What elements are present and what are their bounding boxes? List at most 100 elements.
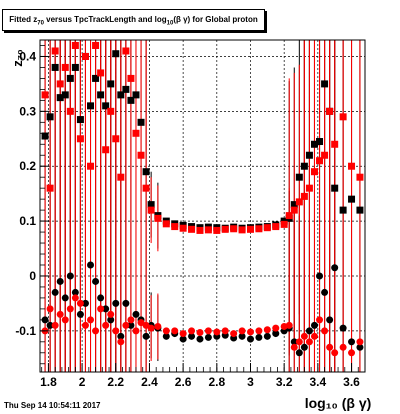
data-point-circle bbox=[348, 338, 356, 346]
data-point-square bbox=[107, 107, 115, 115]
data-point-square bbox=[300, 162, 308, 170]
data-markers bbox=[41, 41, 364, 357]
data-point-circle bbox=[300, 343, 308, 351]
data-point-square bbox=[71, 41, 79, 49]
data-point-square bbox=[51, 63, 59, 71]
data-point-square bbox=[238, 226, 246, 234]
data-point-square bbox=[356, 206, 364, 214]
data-point-square bbox=[316, 157, 324, 165]
x-axis-title: log₁₀ (β γ) bbox=[305, 395, 372, 411]
data-point-square bbox=[280, 220, 288, 228]
data-point-circle bbox=[41, 316, 49, 324]
data-point-circle bbox=[339, 324, 347, 332]
data-point-circle bbox=[305, 338, 313, 346]
data-point-circle bbox=[310, 321, 318, 329]
y-tick-label: 0 bbox=[29, 269, 36, 283]
data-point-circle bbox=[310, 332, 318, 340]
data-point-circle bbox=[147, 324, 155, 332]
data-point-square bbox=[137, 118, 145, 126]
data-point-square bbox=[66, 107, 74, 115]
data-point-circle bbox=[92, 327, 100, 335]
data-point-circle bbox=[196, 328, 204, 336]
data-point-square bbox=[272, 223, 280, 231]
data-point-square bbox=[97, 91, 105, 99]
data-point-circle bbox=[71, 288, 79, 296]
data-point-circle bbox=[56, 277, 64, 285]
data-point-circle bbox=[326, 343, 334, 351]
x-tick-label: 2.4 bbox=[141, 375, 158, 389]
data-point-square bbox=[154, 214, 162, 222]
data-point-circle bbox=[107, 316, 115, 324]
data-point-circle bbox=[331, 349, 339, 357]
data-point-circle bbox=[230, 330, 238, 338]
data-point-circle bbox=[290, 338, 298, 346]
data-point-circle bbox=[97, 294, 105, 302]
x-tick-label: 2.2 bbox=[107, 375, 124, 389]
data-point-circle bbox=[348, 349, 356, 357]
x-tick-label: 3.4 bbox=[310, 375, 327, 389]
data-point-circle bbox=[117, 332, 125, 340]
data-point-circle bbox=[321, 327, 329, 335]
data-point-circle bbox=[81, 321, 89, 329]
data-point-circle bbox=[305, 327, 313, 335]
data-point-square bbox=[295, 173, 303, 181]
data-point-circle bbox=[97, 305, 105, 313]
data-point-square bbox=[87, 102, 95, 110]
data-point-circle bbox=[204, 327, 212, 335]
data-point-square bbox=[122, 47, 130, 55]
data-point-square bbox=[102, 146, 110, 154]
data-point-circle bbox=[162, 327, 170, 335]
data-point-square bbox=[310, 168, 318, 176]
data-point-square bbox=[331, 184, 339, 192]
data-point-circle bbox=[51, 321, 59, 329]
data-point-circle bbox=[122, 299, 130, 307]
x-tick-label: 1.8 bbox=[40, 375, 57, 389]
x-tick-label: 2 bbox=[79, 375, 86, 389]
data-point-circle bbox=[290, 343, 298, 351]
chart-title: Fitted z70 versus TpcTrackLength and log… bbox=[9, 15, 258, 27]
data-point-square bbox=[117, 91, 125, 99]
data-point-square bbox=[171, 223, 179, 231]
y-tick-label: 0.1 bbox=[19, 214, 36, 228]
chart-title-box: Fitted z70 versus TpcTrackLength and log… bbox=[2, 9, 265, 31]
data-point-circle bbox=[295, 349, 303, 357]
data-point-square bbox=[132, 129, 140, 137]
data-point-square bbox=[142, 184, 150, 192]
data-point-circle bbox=[142, 332, 150, 340]
data-point-square bbox=[230, 225, 238, 233]
y-tick-label: 0.3 bbox=[19, 104, 36, 118]
y-tick-label: -0.1 bbox=[15, 324, 36, 338]
x-tick-label: 2.6 bbox=[175, 375, 192, 389]
data-point-circle bbox=[238, 332, 246, 340]
data-point-circle bbox=[255, 327, 263, 335]
data-point-circle bbox=[102, 321, 110, 329]
data-point-circle bbox=[221, 327, 229, 335]
data-point-square bbox=[316, 138, 324, 146]
data-point-square bbox=[61, 63, 69, 71]
data-point-square bbox=[348, 195, 356, 203]
data-point-circle bbox=[102, 305, 110, 313]
data-point-square bbox=[142, 168, 150, 176]
data-point-square bbox=[46, 184, 54, 192]
data-point-circle bbox=[204, 333, 212, 341]
data-point-circle bbox=[179, 330, 187, 338]
data-point-circle bbox=[246, 328, 254, 336]
data-point-square bbox=[76, 135, 84, 143]
data-point-circle bbox=[87, 261, 95, 269]
data-point-square bbox=[92, 74, 100, 82]
data-point-square bbox=[102, 102, 110, 110]
data-point-circle bbox=[255, 333, 263, 341]
x-tick-label: 3.2 bbox=[276, 375, 293, 389]
data-point-square bbox=[81, 52, 89, 60]
data-point-square bbox=[147, 206, 155, 214]
data-point-circle bbox=[316, 272, 324, 280]
data-point-circle bbox=[263, 332, 271, 340]
data-point-circle bbox=[213, 328, 221, 336]
data-point-square bbox=[255, 225, 263, 233]
data-point-circle bbox=[238, 327, 246, 335]
data-point-square bbox=[127, 96, 135, 104]
data-point-circle bbox=[356, 343, 364, 351]
data-point-square bbox=[246, 225, 254, 233]
data-point-square bbox=[87, 162, 95, 170]
data-point-circle bbox=[132, 327, 140, 335]
